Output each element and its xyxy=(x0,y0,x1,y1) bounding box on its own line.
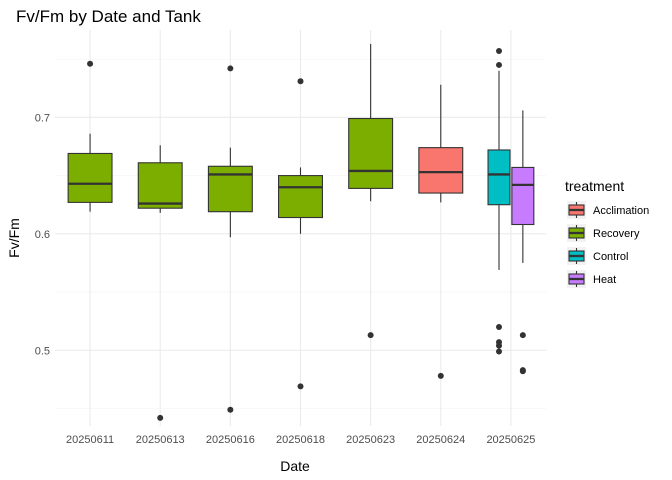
outlier-point xyxy=(227,65,234,72)
box-iqr xyxy=(207,165,253,213)
chart-title: Fv/Fm by Date and Tank xyxy=(16,7,201,26)
legend-label: Recovery xyxy=(593,228,640,240)
outlier-point xyxy=(496,324,503,330)
outlier-point xyxy=(87,60,94,67)
outlier-point xyxy=(496,61,503,68)
outlier-point xyxy=(157,414,164,421)
legend-entry-heat: Heat xyxy=(567,270,616,288)
x-axis-title: Date xyxy=(280,458,310,474)
box-20250624-acclimation xyxy=(418,84,464,379)
y-tick-label: 0.7 xyxy=(35,112,50,124)
box-iqr xyxy=(418,147,464,194)
outlier-point xyxy=(496,348,503,355)
outlier-point xyxy=(227,406,234,413)
legend-entry-control: Control xyxy=(567,247,628,265)
box-20250623-recovery xyxy=(348,43,394,339)
x-tick-label: 20250611 xyxy=(66,434,114,446)
outlier-point xyxy=(496,47,503,54)
legend-label: Heat xyxy=(593,274,616,286)
y-tick-label: 0.5 xyxy=(35,345,50,357)
box-20250613-recovery xyxy=(137,145,183,421)
box-20250611-recovery xyxy=(67,60,113,212)
box-iqr xyxy=(511,166,535,226)
x-tick-label: 20250616 xyxy=(206,434,255,446)
x-tick-label: 20250624 xyxy=(416,434,465,446)
outlier-point xyxy=(496,342,503,349)
box-iqr xyxy=(487,149,511,206)
y-tick-label: 0.6 xyxy=(35,229,50,241)
box-20250625-control xyxy=(487,47,511,355)
legend-label: Acclimation xyxy=(593,205,649,217)
outlier-point xyxy=(519,368,526,375)
x-tick-labels: 20250611 20250613 20250616 20250618 20250623… xyxy=(66,434,535,446)
box-iqr xyxy=(348,117,394,189)
box-iqr xyxy=(278,175,323,219)
legend-entry-acclimation: Acclimation xyxy=(567,201,649,219)
x-tick-label: 20250618 xyxy=(276,434,325,446)
legend-title: treatment xyxy=(565,178,624,194)
legend: treatment Acclimation Recovery Control Heat xyxy=(565,178,649,288)
y-axis-title: Fv/Fm xyxy=(6,218,22,258)
x-tick-label: 20250625 xyxy=(486,434,535,446)
box-iqr xyxy=(137,162,183,209)
x-tick-label: 20250613 xyxy=(136,434,185,446)
legend-entry-recovery: Recovery xyxy=(567,224,640,242)
box-20250618-recovery xyxy=(278,78,323,390)
outlier-point xyxy=(367,332,374,339)
box-iqr xyxy=(67,152,113,203)
y-tick-labels: 0.5 0.6 0.7 xyxy=(35,112,50,357)
boxes xyxy=(67,43,535,421)
legend-label: Control xyxy=(593,251,628,263)
outlier-point xyxy=(437,372,444,379)
box-20250616-recovery xyxy=(207,65,253,413)
x-tick-label: 20250623 xyxy=(346,434,395,446)
outlier-point xyxy=(519,332,526,339)
box-20250625-heat xyxy=(511,110,535,375)
outlier-point xyxy=(297,78,304,85)
outlier-point xyxy=(297,383,304,390)
